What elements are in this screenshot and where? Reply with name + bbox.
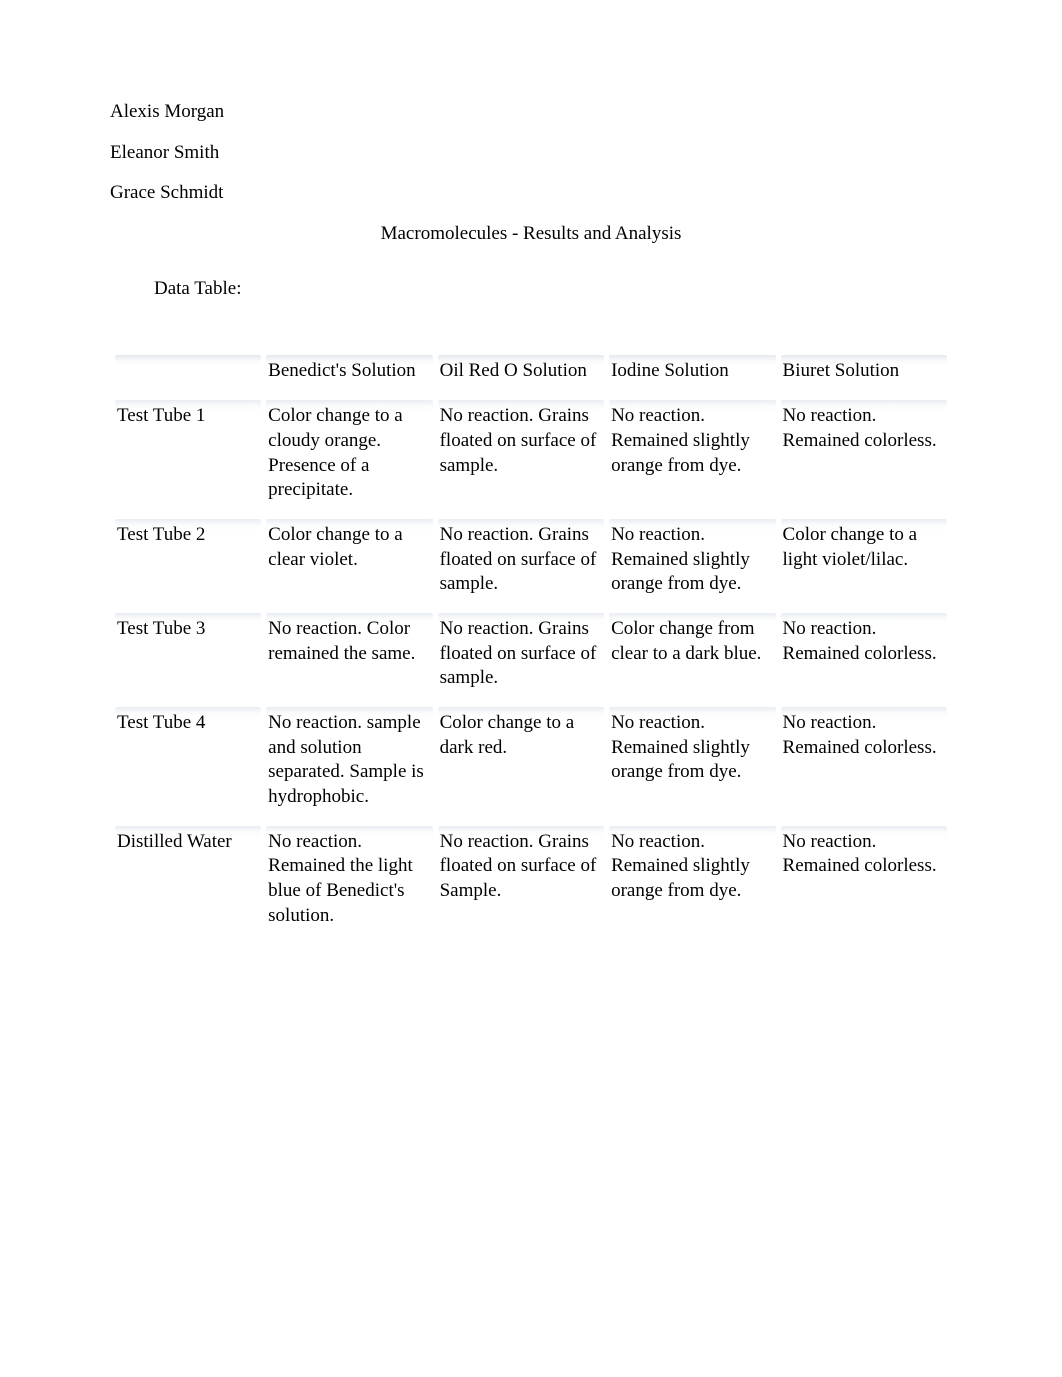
table-row: Test Tube 4 No reaction. sample and solu… [115, 707, 947, 820]
table-cell: Color change from clear to a dark blue. [609, 613, 775, 701]
row-label: Test Tube 1 [115, 400, 261, 513]
table-row: Test Tube 2 Color change to a clear viol… [115, 519, 947, 607]
table-cell: Color change to a clear violet. [266, 519, 432, 607]
table-header-row: Benedict's Solution Oil Red O Solution I… [115, 355, 947, 394]
table-cell: No reaction. Grains floated on surface o… [438, 826, 604, 939]
table-cell: No reaction. Remained colorless. [781, 707, 947, 820]
table-cell: No reaction. Remained slightly orange fr… [609, 826, 775, 939]
table-cell: No reaction. sample and solution separat… [266, 707, 432, 820]
row-label: Test Tube 4 [115, 707, 261, 820]
author-list: Alexis Morgan Eleanor Smith Grace Schmid… [110, 100, 952, 206]
table-cell: No reaction. Remained the light blue of … [266, 826, 432, 939]
table-cell: No reaction. Remained colorless. [781, 826, 947, 939]
table-row: Test Tube 3 No reaction. Color remained … [115, 613, 947, 701]
table-cell: No reaction. Remained colorless. [781, 613, 947, 701]
table-header: Oil Red O Solution [438, 355, 604, 394]
data-table-label: Data Table: [154, 277, 952, 302]
author-name: Alexis Morgan [110, 100, 952, 125]
table-cell: No reaction. Grains floated on surface o… [438, 613, 604, 701]
table-cell: No reaction. Grains floated on surface o… [438, 519, 604, 607]
table-cell: No reaction. Remained slightly orange fr… [609, 400, 775, 513]
row-label: Test Tube 2 [115, 519, 261, 607]
table-row: Test Tube 1 Color change to a cloudy ora… [115, 400, 947, 513]
table-header: Benedict's Solution [266, 355, 432, 394]
table-header [115, 355, 261, 394]
row-label: Test Tube 3 [115, 613, 261, 701]
table-cell: Color change to a cloudy orange. Presenc… [266, 400, 432, 513]
results-table: Benedict's Solution Oil Red O Solution I… [110, 349, 952, 944]
table-cell: No reaction. Grains floated on surface o… [438, 400, 604, 513]
table-cell: No reaction. Remained slightly orange fr… [609, 707, 775, 820]
table-header: Biuret Solution [781, 355, 947, 394]
table-row: Distilled Water No reaction. Remained th… [115, 826, 947, 939]
author-name: Eleanor Smith [110, 141, 952, 166]
table-cell: No reaction. Remained colorless. [781, 400, 947, 513]
table-cell: Color change to a dark red. [438, 707, 604, 820]
table-cell: No reaction. Remained slightly orange fr… [609, 519, 775, 607]
row-label: Distilled Water [115, 826, 261, 939]
page-title: Macromolecules - Results and Analysis [110, 222, 952, 247]
table-cell: No reaction. Color remained the same. [266, 613, 432, 701]
table-cell: Color change to a light violet/lilac. [781, 519, 947, 607]
table-header: Iodine Solution [609, 355, 775, 394]
author-name: Grace Schmidt [110, 181, 952, 206]
